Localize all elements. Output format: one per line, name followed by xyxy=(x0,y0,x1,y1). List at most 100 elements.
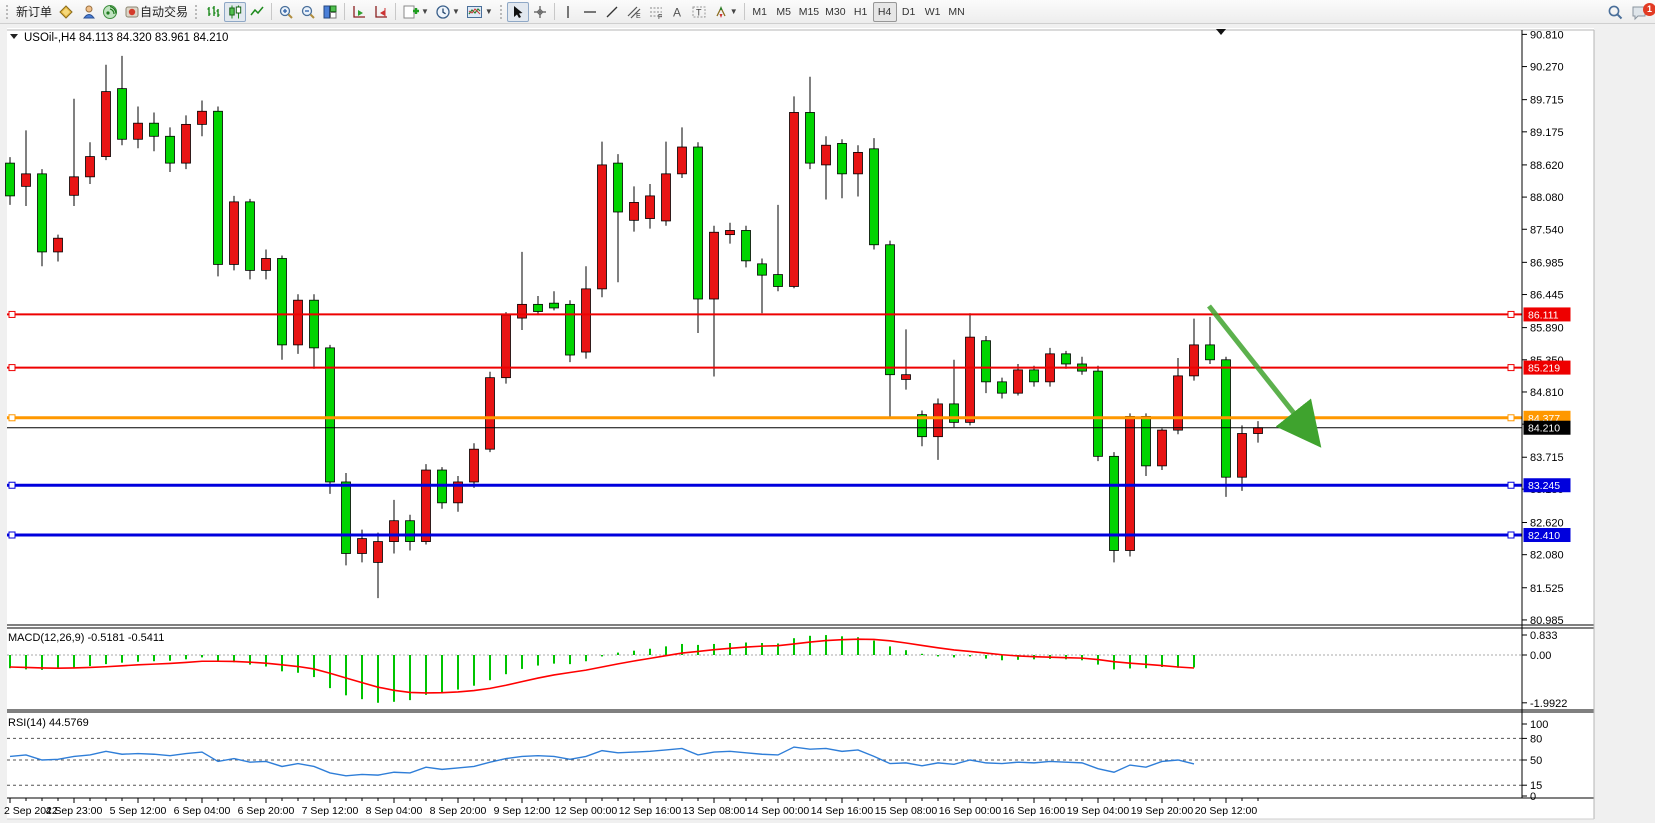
candle xyxy=(981,335,991,394)
chart-shift-button[interactable] xyxy=(370,2,392,22)
candle xyxy=(421,464,431,545)
candle xyxy=(837,139,847,199)
svg-text:85.219: 85.219 xyxy=(1528,363,1560,375)
trend-arrow-annotation[interactable] xyxy=(1207,304,1322,448)
chart-profiles-button[interactable]: ▼ xyxy=(432,2,463,22)
fibonacci-button[interactable]: F xyxy=(645,2,667,22)
macd-signal-line xyxy=(9,638,1195,694)
timeframe-MN[interactable]: MN xyxy=(945,2,969,22)
rsi-label: RSI(14) 44.5769 xyxy=(8,717,89,729)
candle xyxy=(165,127,175,173)
candle xyxy=(773,204,783,292)
price-tick-label: 80.985 xyxy=(1530,615,1564,627)
candle xyxy=(485,371,495,453)
time-tick-label: 6 Sep 20:00 xyxy=(238,805,295,817)
horizontal-level-line[interactable] xyxy=(7,531,1522,539)
line-handle[interactable] xyxy=(1507,481,1515,489)
toolbar-grip[interactable] xyxy=(194,3,200,20)
tile-windows-button[interactable] xyxy=(319,2,341,22)
timeframe-M5[interactable]: M5 xyxy=(772,2,796,22)
equidistant-channel-button[interactable]: E xyxy=(623,2,645,22)
candle xyxy=(1189,318,1199,381)
candlestick-chart-icon xyxy=(227,4,243,20)
line-handle[interactable] xyxy=(1507,364,1515,372)
chart-canvas[interactable]: 0.833 0.00 -1.9922 100 80 50 150 90.810 90.270… xyxy=(0,24,1655,823)
new-chart-button[interactable]: ▼ xyxy=(399,2,432,22)
text-label-button[interactable]: T xyxy=(688,2,710,22)
line-handle[interactable] xyxy=(8,414,16,422)
candle xyxy=(965,313,975,426)
candle xyxy=(565,300,575,363)
line-handle[interactable] xyxy=(1507,531,1515,539)
arrows-button[interactable]: ▼ xyxy=(710,2,741,22)
templates-button[interactable]: ▼ xyxy=(463,2,496,22)
scroll-end-marker-icon[interactable] xyxy=(1216,29,1226,35)
line-handle[interactable] xyxy=(1507,414,1515,422)
symbol-dropdown-icon[interactable] xyxy=(10,34,18,39)
line-chart-button[interactable] xyxy=(246,2,268,22)
candlestick-chart-button[interactable] xyxy=(224,1,247,22)
timeframe-H1[interactable]: H1 xyxy=(849,2,873,22)
tile-windows-icon xyxy=(322,4,338,20)
auto-scroll-icon xyxy=(351,4,367,20)
horizontal-line-icon xyxy=(582,4,598,20)
new-order-label: 新订单 xyxy=(16,5,53,19)
template-chart-icon xyxy=(466,4,484,20)
candle xyxy=(325,344,335,494)
price-tick-label: 88.620 xyxy=(1530,160,1564,172)
horizontal-level-line[interactable] xyxy=(7,364,1522,372)
trendline-button[interactable] xyxy=(601,2,623,22)
zoom-out-button[interactable] xyxy=(297,2,319,22)
new-order-button[interactable]: 新订单 xyxy=(13,2,55,22)
candle xyxy=(1157,428,1167,471)
svg-text:A: A xyxy=(673,5,681,19)
auto-trading-icon xyxy=(124,4,140,20)
market-watch-button[interactable] xyxy=(55,2,77,22)
svg-text:86.111: 86.111 xyxy=(1528,309,1559,321)
timeframe-M1[interactable]: M1 xyxy=(748,2,772,22)
chart-window: 0.833 0.00 -1.9922 100 80 50 15 0 90.810 90.270… xyxy=(0,24,1655,823)
candle xyxy=(469,443,479,488)
zoom-in-button[interactable] xyxy=(275,2,297,22)
data-window-button[interactable] xyxy=(77,2,99,22)
price-level-badge: 84.210 xyxy=(1523,420,1571,435)
line-handle[interactable] xyxy=(1507,310,1515,318)
line-handle[interactable] xyxy=(8,364,16,372)
vertical-line-button[interactable] xyxy=(558,2,579,22)
signal-button[interactable] xyxy=(99,2,121,22)
line-handle[interactable] xyxy=(8,481,16,489)
toolbar-grip[interactable] xyxy=(498,3,504,20)
line-handle[interactable] xyxy=(8,531,16,539)
time-tick-label: 19 Sep 04:00 xyxy=(1067,805,1130,817)
timeframe-M15[interactable]: M15 xyxy=(796,2,822,22)
line-handle[interactable] xyxy=(8,310,16,318)
horizontal-level-line[interactable] xyxy=(7,310,1522,318)
cursor-button[interactable] xyxy=(506,1,529,22)
toolbar-grip[interactable] xyxy=(5,3,10,20)
arrows-icon xyxy=(713,4,729,20)
horizontal-level-line[interactable] xyxy=(7,481,1522,489)
search-icon xyxy=(1607,4,1624,21)
chevron-down-icon: ▼ xyxy=(451,7,460,16)
timeframe-D1[interactable]: D1 xyxy=(897,2,921,22)
candle xyxy=(533,296,543,316)
price-level-badge: 82.410 xyxy=(1523,528,1571,543)
bar-chart-button[interactable] xyxy=(202,2,224,22)
crosshair-button[interactable] xyxy=(529,2,551,22)
timeframe-H4[interactable]: H4 xyxy=(872,1,897,22)
timeframe-M30[interactable]: M30 xyxy=(822,2,848,22)
zoom-in-icon xyxy=(278,4,294,20)
rsi-axis-label: 100 xyxy=(1530,719,1548,731)
horizontal-line-button[interactable] xyxy=(579,2,601,22)
search-button[interactable] xyxy=(1604,2,1627,22)
time-tick-label: 2 Sep 2022 xyxy=(4,805,58,817)
auto-trading-button[interactable]: 自动交易 xyxy=(121,2,191,22)
timeframe-W1[interactable]: W1 xyxy=(921,2,945,22)
text-button[interactable]: A xyxy=(667,2,688,22)
price-axis[interactable]: 90.810 90.270 89.715 89.175 88.620 88.080 87.5… xyxy=(1521,29,1571,798)
auto-scroll-button[interactable] xyxy=(348,2,370,22)
candle xyxy=(629,186,639,232)
horizontal-level-line[interactable] xyxy=(7,414,1522,422)
candle xyxy=(101,64,111,161)
